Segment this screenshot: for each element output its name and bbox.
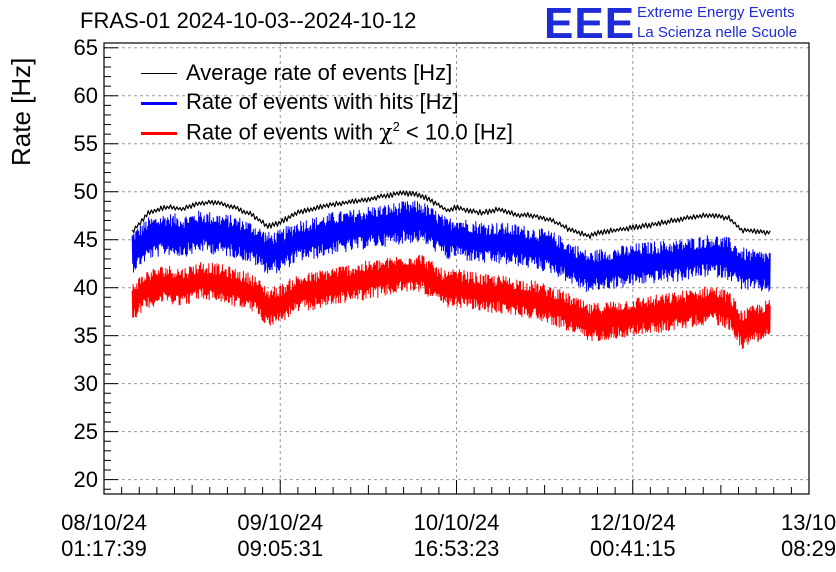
logo-line-2: La Scienza nelle Scuole: [637, 24, 798, 41]
y-tick-label: 35: [73, 322, 98, 348]
legend-swatch-chi2: [141, 132, 177, 135]
y-tick-label: 60: [73, 82, 98, 108]
y-tick-label: 25: [73, 418, 98, 444]
y-tick-label: 40: [73, 274, 98, 300]
x-tick-label: 13/10/208:29:0: [781, 510, 836, 561]
y-tick-label: 50: [73, 178, 98, 204]
eee-logo: EEE: [544, 0, 636, 48]
series-line-hits: [131, 200, 771, 292]
legend-swatch-average: [141, 73, 177, 74]
y-tick-label: 55: [73, 130, 98, 156]
logo-line-1: Extreme Energy Events: [637, 4, 795, 21]
y-tick-label: 20: [73, 466, 98, 492]
legend-label-hits: Rate of events with hits [Hz]: [186, 89, 459, 114]
x-tick-label: 12/10/24 00:41:15: [589, 510, 676, 561]
series-line-average: [131, 190, 771, 239]
x-tick-label: 09/10/24 09:05:31: [237, 510, 324, 561]
y-axis-label: Rate [Hz]: [6, 57, 36, 166]
y-tick-label: 65: [73, 34, 98, 60]
legend-label-average: Average rate of events [Hz]: [186, 60, 453, 85]
y-tick-label: 30: [73, 370, 98, 396]
x-tick-label: 10/10/24 16:53:23: [413, 510, 500, 561]
y-tick-label: 45: [73, 226, 98, 252]
legend-label-chi2: Rate of events with χ2 < 10.0 [Hz]: [186, 119, 513, 146]
chart-title: FRAS-01 2024-10-03--2024-10-12: [80, 8, 417, 33]
legend-swatch-hits: [141, 102, 177, 105]
x-tick-label: 08/10/24 01:17:39: [61, 510, 147, 561]
series-line-chi2: [131, 254, 771, 349]
